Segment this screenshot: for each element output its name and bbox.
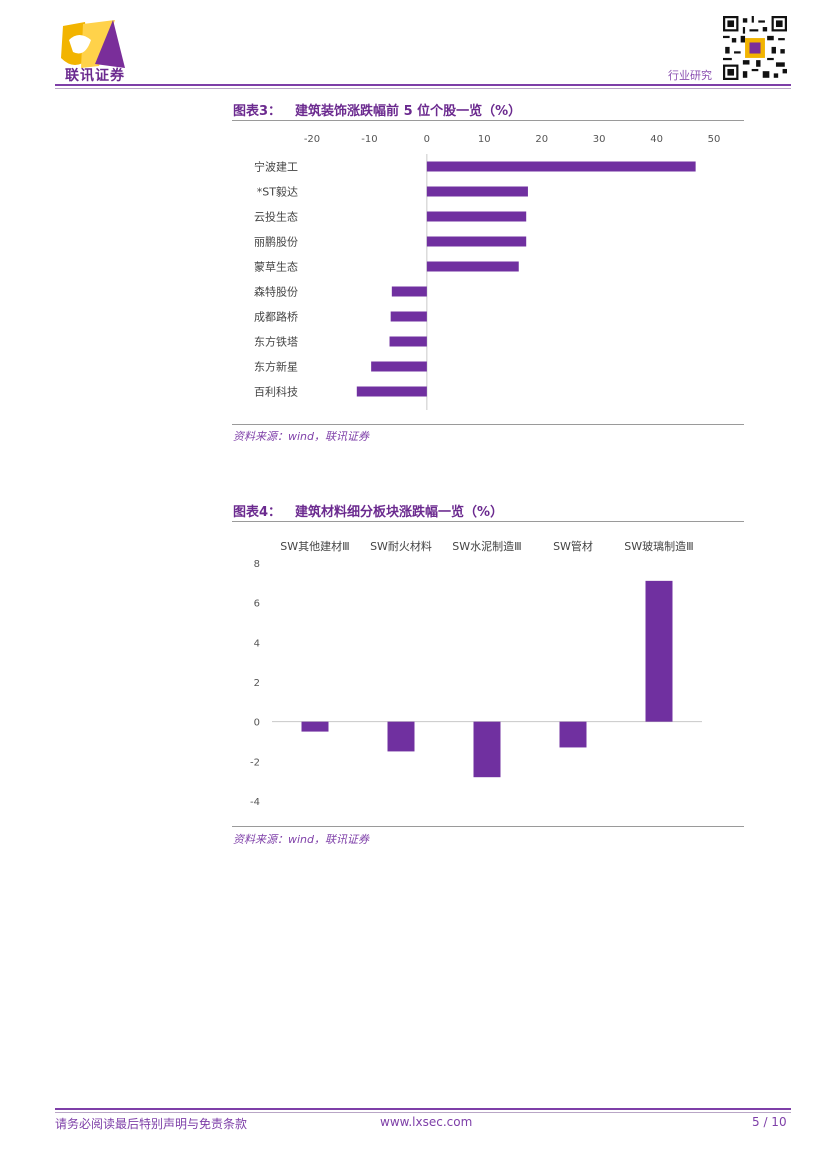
- figure3-top-rule: [232, 120, 744, 121]
- header-category: 行业研究: [668, 69, 712, 82]
- figure3-title-text: 建筑装饰涨跌幅前 5 位个股一览（%）: [295, 104, 522, 119]
- figure4-title: 图表4： 建筑材料细分板块涨跌幅一览（%）: [233, 501, 503, 520]
- category-label: 东方铁塔: [254, 335, 298, 349]
- bar: [426, 211, 527, 222]
- footer-disclaimer: 请务必阅读最后特别声明与免责条款: [55, 1117, 248, 1131]
- figure3-bottom-rule: [232, 424, 744, 425]
- bar: [390, 311, 427, 322]
- bar: [389, 336, 427, 347]
- category-label: *ST毅达: [257, 185, 298, 199]
- y-tick-label: 4: [254, 638, 260, 649]
- figure4-source: 资料来源：wind，联讯证券: [233, 833, 370, 846]
- category-label: SW水泥制造Ⅲ: [452, 539, 521, 553]
- category-label: 丽鹏股份: [254, 236, 298, 249]
- y-tick-label: 6: [254, 599, 260, 610]
- figure4-top-rule: [232, 521, 744, 522]
- figure4-number: 图表4：: [233, 505, 282, 520]
- figure4-bottom-rule: [232, 826, 744, 827]
- bar: [387, 721, 415, 752]
- x-tick-label: -20: [304, 134, 320, 145]
- bar: [559, 721, 587, 748]
- category-label: 蒙草生态: [254, 260, 298, 274]
- x-tick-label: 0: [424, 134, 430, 145]
- figure3-title: 图表3： 建筑装饰涨跌幅前 5 位个股一览（%）: [233, 100, 521, 119]
- company-logo: [61, 20, 125, 68]
- x-tick-label: -10: [361, 134, 377, 145]
- figure3-chart: -20 -10 0 10 20 30 40 50 宁波建工 *ST毅达云投生态丽鹏股份蒙草生态森特…: [254, 134, 721, 410]
- y-tick-label: 0: [254, 718, 260, 729]
- figure4-chart: -4 -2 0 2 4 6 8 SW其他建材Ⅲ SW耐火材料 SW水泥制造Ⅲ SW管材 SW玻璃制造Ⅲ: [250, 539, 702, 808]
- bar: [391, 286, 427, 297]
- footer-page-number: 5 / 10: [752, 1115, 787, 1129]
- logo-text: 联讯证券: [65, 68, 125, 84]
- bar: [426, 236, 527, 247]
- figure4-title-text: 建筑材料细分板块涨跌幅一览（%）: [295, 505, 504, 520]
- figure3-source: 资料来源：wind，联讯证券: [233, 430, 370, 443]
- bar: [473, 721, 501, 778]
- bar: [426, 186, 528, 197]
- figure3-number: 图表3：: [233, 104, 282, 119]
- category-label: 成都路桥: [254, 311, 298, 324]
- x-tick-label: 50: [708, 134, 721, 145]
- y-tick-label: 2: [254, 678, 260, 689]
- category-label: 百利科技: [254, 385, 298, 399]
- qr-code-icon: [723, 16, 787, 80]
- y-tick-label: -4: [250, 797, 260, 808]
- header-rule: [55, 84, 791, 86]
- x-tick-label: 20: [535, 134, 548, 145]
- x-tick-label: 10: [478, 134, 491, 145]
- bar: [356, 386, 427, 397]
- category-label: SW其他建材Ⅲ: [280, 539, 349, 553]
- x-tick-label: 30: [593, 134, 606, 145]
- category-label: SW管材: [553, 539, 593, 553]
- footer-rule: [55, 1108, 791, 1110]
- category-label: 森特股份: [254, 285, 298, 299]
- footer-rule-thin: [55, 1112, 791, 1113]
- category-label: SW耐火材料: [370, 539, 432, 553]
- y-tick-label: 8: [254, 559, 260, 570]
- bar: [371, 361, 427, 372]
- y-tick-label: -2: [250, 757, 260, 768]
- footer-website-link[interactable]: www.lxsec.com: [380, 1115, 473, 1129]
- category-label: SW玻璃制造Ⅲ: [624, 539, 693, 553]
- category-label: 东方新星: [254, 360, 298, 374]
- category-label: 云投生态: [254, 210, 298, 224]
- bar: [426, 261, 519, 272]
- bar: [645, 580, 673, 722]
- category-label: 宁波建工: [254, 160, 298, 174]
- header-rule-thin: [55, 88, 791, 89]
- bar: [426, 161, 696, 172]
- bar: [301, 721, 329, 732]
- x-tick-label: 40: [650, 134, 663, 145]
